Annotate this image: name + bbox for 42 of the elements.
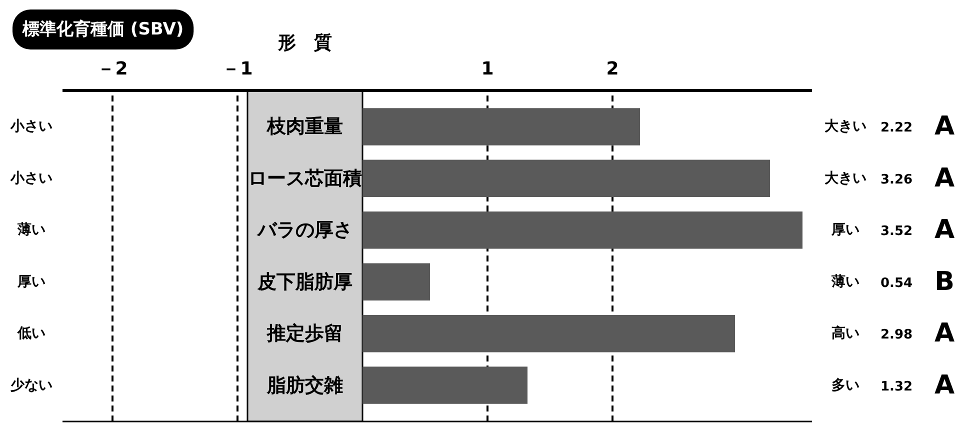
y-tick-label: 脂肪交雑 <box>266 374 343 396</box>
x-tick-label: 2 <box>606 58 619 80</box>
text: 小さい <box>10 118 52 135</box>
bar <box>362 212 802 249</box>
bar <box>362 314 735 352</box>
bar <box>362 263 430 300</box>
data-label: 2.22 <box>880 120 913 136</box>
x-tick-label: －1 <box>222 58 253 80</box>
text: A <box>934 112 955 142</box>
text: 大きい <box>824 118 866 135</box>
text: 少ない <box>10 377 52 394</box>
data-label: 0.54 <box>880 276 913 291</box>
text: 高い <box>832 324 860 342</box>
text: 厚い <box>16 274 46 290</box>
text: A <box>934 215 955 246</box>
data-label: 3.52 <box>880 224 913 240</box>
text: 低い <box>16 326 46 342</box>
y-tick-label: 皮下脂肪厚 <box>256 270 352 293</box>
y-tick-label: バラの厚さ <box>256 219 352 242</box>
text: A <box>934 163 955 194</box>
y-tick-label: 枝肉重量 <box>266 116 343 138</box>
text: 小さい <box>10 170 52 186</box>
text: 薄い <box>830 274 860 290</box>
data-label: 1.32 <box>880 379 913 394</box>
bar <box>362 160 770 198</box>
x-tick-label: －2 <box>97 58 128 80</box>
text: 厚い <box>830 222 860 238</box>
text: A <box>934 370 955 400</box>
text: A <box>934 318 955 349</box>
bar <box>362 108 640 146</box>
x-tick-label: 1 <box>481 58 494 80</box>
text: 大きい <box>824 170 866 186</box>
text: B <box>934 266 954 297</box>
bar <box>362 366 528 404</box>
text: 形 質 <box>277 32 332 54</box>
chart-title: 標準化育種価 (SBV) <box>22 18 184 40</box>
data-label: 3.26 <box>880 172 913 188</box>
y-tick-label: 推定歩留 <box>266 322 343 345</box>
y-tick-label: ロース芯面積 <box>248 167 362 190</box>
text: 薄い <box>16 222 46 238</box>
data-label: 2.98 <box>880 328 913 343</box>
text: 多い <box>832 377 860 394</box>
